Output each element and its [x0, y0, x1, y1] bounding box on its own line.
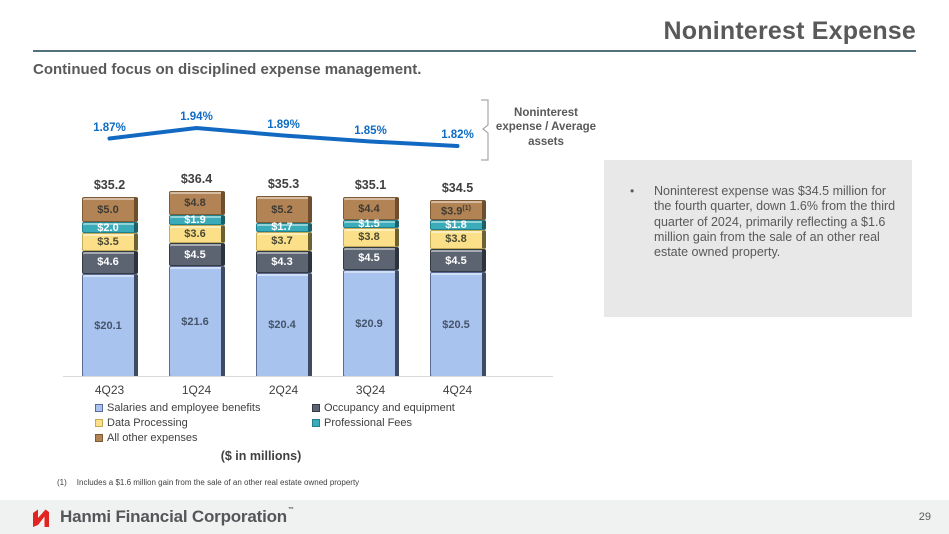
legend-item-salaries-and-employee-benefits: Salaries and employee benefits [95, 402, 260, 414]
bracket-shape [481, 99, 489, 161]
commentary-box: • Noninterest expense was $34.5 million … [604, 160, 912, 317]
header-divider [33, 50, 916, 52]
legend-swatch [95, 419, 103, 427]
legend-item-data-processing: Data Processing [95, 417, 260, 429]
slide-subtitle: Continued focus on disciplined expense m… [33, 61, 422, 78]
footnote-marker: (1) [57, 478, 67, 487]
segment-data-processing: $3.5 [81, 232, 138, 251]
legend-swatch [312, 404, 320, 412]
bar-stack: $4.8 $1.9 $3.6 $4.5 $21.6 [168, 190, 225, 377]
segment-all-other-expenses: $5.2 [255, 196, 312, 223]
legend-label: Occupancy and equipment [324, 402, 455, 414]
segment-professional-fees: $1.5 [342, 218, 399, 229]
units-caption: ($ in millions) [220, 449, 302, 463]
x-axis-label-1Q24: 1Q24 [181, 383, 212, 397]
segment-data-processing: $3.8 [429, 229, 486, 250]
segment-professional-fees: $1.8 [429, 219, 486, 230]
brand-text: Hanmi Financial Corporation [60, 507, 287, 526]
segment-professional-fees: $1.9 [168, 215, 225, 226]
segment-all-other-expenses: $4.4 [342, 197, 399, 220]
page-number: 29 [918, 511, 931, 523]
legend-label: Data Processing [107, 417, 188, 429]
ratio-value-label: 1.94% [180, 111, 213, 123]
segment-occupancy-and-equipment: $4.5 [429, 249, 486, 273]
bar-stack: $3.9(1) $1.8 $3.8 $4.5 $20.5 [429, 200, 486, 377]
bar-total-label: $36.4 [180, 171, 213, 186]
ratio-value-label: 1.87% [93, 121, 126, 134]
hanmi-logo-icon [30, 506, 52, 529]
segment-data-processing: $3.8 [342, 227, 399, 247]
segment-occupancy-and-equipment: $4.6 [81, 250, 138, 275]
segment-professional-fees: $1.7 [255, 222, 312, 233]
ratio-line-chart [107, 126, 460, 148]
legend-label: All other expenses [107, 432, 198, 444]
legend-item-occupancy-and-equipment: Occupancy and equipment [312, 402, 455, 414]
ratio-value-label: 1.89% [267, 118, 300, 131]
segment-occupancy-and-equipment: $4.5 [342, 246, 399, 270]
bar-column-4Q23: $35.2 $5.0 $2.0 $3.5 $4.6 $20.1 [66, 178, 153, 377]
bar-total-label: $35.1 [354, 178, 387, 193]
legend-label: Professional Fees [324, 417, 413, 429]
x-axis-label-3Q24: 3Q24 [355, 383, 386, 397]
segment-all-other-expenses: $5.0 [81, 196, 138, 223]
segment-all-other-expenses: $4.8 [168, 190, 225, 216]
bar-total-label: $35.2 [93, 177, 126, 192]
segment-salaries-and-employee-benefits: $20.4 [255, 272, 312, 377]
x-axis-label-4Q23: 4Q23 [94, 383, 125, 397]
bar-total-label: $34.5 [441, 181, 474, 196]
legend-swatch [95, 404, 103, 412]
bar-stack: $5.0 $2.0 $3.5 $4.6 $20.1 [81, 196, 138, 377]
segment-salaries-and-employee-benefits: $21.6 [168, 266, 225, 377]
footnote-text: Includes a $1.6 million gain from the sa… [76, 478, 360, 487]
bar-total-label: $35.3 [267, 177, 300, 192]
segment-all-other-expenses: $3.9(1) [429, 200, 486, 221]
segment-occupancy-and-equipment: $4.5 [168, 243, 225, 267]
ratio-line [107, 126, 460, 148]
segment-salaries-and-employee-benefits: $20.1 [81, 274, 138, 377]
ratio-value-label: 1.82% [441, 129, 474, 141]
bar-column-3Q24: $35.1 $4.4 $1.5 $3.8 $4.5 $20.9 [327, 178, 414, 377]
bullet-marker: • [630, 184, 635, 198]
bar-stack: $4.4 $1.5 $3.8 $4.5 $20.9 [342, 197, 399, 377]
footnote-ref-marker: (1) [462, 205, 471, 213]
legend-swatch [312, 419, 320, 427]
segment-occupancy-and-equipment: $4.3 [255, 250, 312, 273]
x-axis-label-2Q24: 2Q24 [268, 383, 299, 397]
trademark-mark: ™ [287, 507, 294, 513]
bar-stack: $5.2 $1.7 $3.7 $4.3 $20.4 [255, 196, 312, 377]
legend-swatch [95, 434, 103, 442]
bar-column-1Q24: $36.4 $4.8 $1.9 $3.6 $4.5 $21.6 [153, 172, 240, 377]
footnote: (1) Includes a $1.6 million gain from th… [57, 478, 359, 487]
legend-item-all-other-expenses: All other expenses [95, 432, 260, 444]
brand-name: Hanmi Financial Corporation™ [60, 507, 294, 527]
x-axis-labels: 4Q23 1Q24 2Q24 3Q24 4Q24 [66, 383, 501, 397]
legend-column-1: Salaries and employee benefits Data Proce… [95, 402, 260, 447]
bar-column-2Q24: $35.3 $5.2 $1.7 $3.7 $4.3 $20.4 [240, 177, 327, 377]
segment-data-processing: $3.7 [255, 231, 312, 251]
segment-salaries-and-employee-benefits: $20.9 [342, 270, 399, 377]
x-axis-label-4Q24: 4Q24 [442, 383, 473, 397]
segment-salaries-and-employee-benefits: $20.5 [429, 272, 486, 377]
segment-data-processing: $3.6 [168, 224, 225, 244]
x-axis-line [63, 376, 553, 377]
page-title: Noninterest Expense [663, 17, 916, 45]
legend-label: Salaries and employee benefits [107, 402, 261, 414]
stacked-bar-chart: $35.2 $5.0 $2.0 $3.5 $4.6 $20.1 $36.4 $4.8 $1.9 $… [66, 0, 501, 377]
ratio-value-label: 1.85% [354, 124, 387, 137]
footer-bar: Hanmi Financial Corporation™ 29 [0, 500, 949, 534]
legend-column-2: Occupancy and equipment Professional Fees [312, 402, 455, 432]
bar-column-4Q24: $34.5 $3.9(1) $1.8 $3.8 $4.5 $20.5 [414, 181, 501, 377]
legend-item-professional-fees: Professional Fees [312, 417, 455, 429]
segment-value-label: $3.9(1) [441, 205, 471, 218]
commentary-text: Noninterest expense was $34.5 million fo… [654, 184, 896, 259]
segment-professional-fees: $2.0 [81, 222, 138, 233]
ratio-line-series-label: Noninterest expense / Average assets [495, 107, 597, 148]
